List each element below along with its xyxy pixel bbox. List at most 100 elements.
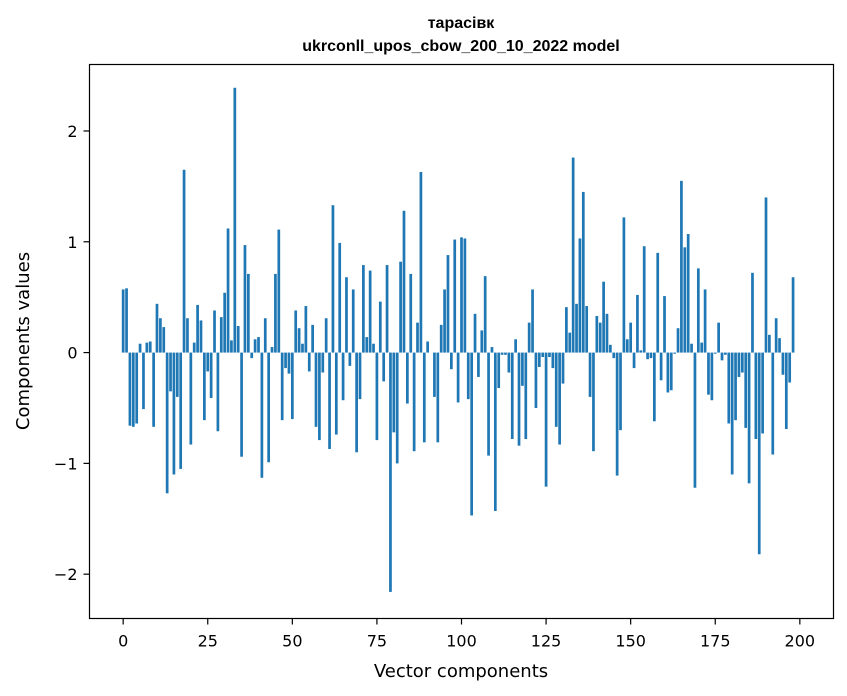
- bar: [629, 322, 633, 353]
- chart-title: тарасівк: [428, 15, 496, 32]
- bar: [456, 352, 460, 403]
- bar: [669, 352, 673, 391]
- bar: [365, 337, 369, 353]
- bar: [318, 352, 321, 441]
- bar: [277, 229, 281, 353]
- bar: [216, 352, 220, 432]
- bar: [690, 343, 693, 353]
- bar: [152, 352, 155, 427]
- bar: [500, 352, 504, 355]
- bar: [131, 352, 135, 427]
- x-tick-label: 25: [198, 632, 218, 651]
- bar: [720, 352, 724, 361]
- bar: [693, 352, 697, 488]
- bar: [680, 180, 683, 353]
- bar: [189, 352, 193, 445]
- bar: [784, 352, 788, 430]
- bar: [307, 352, 311, 372]
- bar: [487, 352, 490, 456]
- bar: [537, 352, 541, 367]
- bar: [791, 277, 795, 353]
- bar: [331, 205, 335, 353]
- y-tick-label: 0: [67, 344, 77, 363]
- bar: [696, 268, 700, 353]
- bar: [142, 352, 145, 410]
- y-tick-label: −2: [54, 565, 78, 584]
- bar: [450, 352, 453, 370]
- bar: [443, 289, 446, 353]
- bar: [761, 352, 764, 434]
- bar: [703, 289, 707, 353]
- bar: [402, 210, 406, 353]
- bar: [642, 246, 646, 353]
- bar: [473, 313, 477, 353]
- bar: [551, 352, 555, 369]
- bar: [230, 340, 233, 353]
- bar: [334, 352, 338, 435]
- bar: [169, 352, 172, 392]
- x-axis-label: Vector components: [374, 661, 548, 682]
- bar: [676, 328, 680, 353]
- bar: [409, 273, 413, 353]
- bar: [561, 352, 565, 384]
- bar: [781, 352, 785, 375]
- bar: [737, 352, 741, 377]
- bar: [368, 270, 372, 353]
- bar: [175, 352, 179, 397]
- bar: [395, 352, 399, 464]
- bar: [673, 352, 677, 354]
- bar: [213, 310, 216, 353]
- bar: [433, 352, 436, 397]
- bar: [155, 303, 159, 353]
- bar: [378, 301, 382, 353]
- bar: [422, 352, 426, 443]
- bar: [280, 352, 284, 421]
- y-tick-label: 2: [67, 122, 77, 141]
- bar: [740, 352, 744, 373]
- bar: [311, 324, 314, 353]
- bar: [575, 303, 578, 353]
- bar: [247, 273, 250, 353]
- x-tick-label: 75: [367, 632, 387, 651]
- bar: [199, 320, 203, 353]
- bar: [747, 352, 751, 484]
- x-tick-label: 150: [615, 632, 646, 651]
- bar: [385, 265, 389, 353]
- bar: [521, 352, 524, 386]
- bar: [460, 237, 463, 353]
- bar: [507, 352, 511, 373]
- bar: [372, 343, 375, 353]
- y-tick-label: −1: [54, 454, 78, 473]
- x-tick-label: 100: [446, 632, 477, 651]
- bar: [219, 317, 223, 353]
- bar: [439, 324, 443, 353]
- bar: [362, 265, 365, 353]
- bar: [788, 352, 792, 383]
- bar: [294, 310, 298, 353]
- bar: [436, 352, 440, 443]
- bar: [757, 352, 761, 555]
- bar: [490, 347, 494, 353]
- bar: [446, 255, 450, 353]
- bar: [399, 261, 402, 353]
- bar: [504, 352, 507, 355]
- bar: [392, 352, 396, 433]
- bar: [351, 289, 355, 353]
- bar: [636, 294, 639, 353]
- bar: [493, 352, 497, 512]
- bar: [426, 341, 430, 353]
- bar: [243, 245, 247, 353]
- bar: [649, 352, 653, 359]
- bar: [223, 292, 227, 353]
- bar: [321, 352, 325, 373]
- bar: [517, 352, 521, 446]
- bar: [727, 352, 731, 424]
- bar: [734, 352, 737, 421]
- bar: [389, 352, 392, 592]
- bar: [778, 338, 781, 353]
- bar: [531, 289, 534, 353]
- bar: [514, 339, 517, 353]
- bar: [615, 352, 619, 476]
- bar: [477, 352, 480, 377]
- bar: [730, 352, 734, 475]
